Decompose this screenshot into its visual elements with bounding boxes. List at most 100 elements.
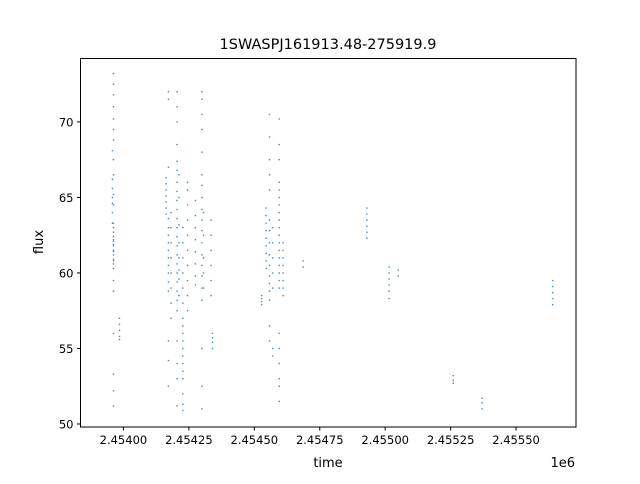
data-point bbox=[201, 264, 203, 267]
data-point bbox=[278, 332, 280, 335]
data-point bbox=[112, 267, 115, 270]
data-point bbox=[170, 302, 172, 304]
data-point bbox=[186, 219, 189, 221]
data-point bbox=[201, 347, 203, 350]
data-point bbox=[265, 237, 267, 240]
data-point bbox=[278, 189, 280, 191]
data-point bbox=[278, 400, 280, 403]
data-point bbox=[282, 272, 284, 274]
data-point bbox=[278, 257, 280, 259]
data-point bbox=[202, 257, 205, 259]
data-point bbox=[170, 317, 172, 320]
data-point bbox=[268, 113, 271, 116]
data-point bbox=[178, 269, 180, 271]
data-point bbox=[186, 279, 189, 282]
data-point bbox=[176, 90, 178, 93]
data-point bbox=[111, 211, 114, 214]
data-point bbox=[167, 290, 170, 292]
data-point bbox=[268, 136, 271, 138]
data-point bbox=[167, 359, 170, 362]
data-point bbox=[201, 241, 203, 244]
data-point bbox=[176, 169, 178, 172]
y-tick-label: 50 bbox=[59, 417, 74, 431]
data-point bbox=[182, 332, 184, 335]
x-tick-label: 2.45450 bbox=[231, 433, 279, 447]
x-tick-label: 2.45400 bbox=[100, 433, 148, 447]
data-point bbox=[112, 238, 115, 241]
points-layer bbox=[111, 72, 554, 412]
data-point bbox=[201, 219, 203, 221]
x-tick-label: 2.45475 bbox=[296, 433, 344, 447]
data-point bbox=[112, 193, 115, 196]
data-point bbox=[551, 291, 554, 294]
data-point bbox=[165, 213, 167, 215]
data-point bbox=[176, 290, 178, 292]
data-point bbox=[388, 290, 390, 292]
data-point bbox=[282, 264, 284, 267]
data-point bbox=[278, 241, 280, 244]
data-point bbox=[167, 226, 170, 229]
data-point bbox=[265, 244, 267, 247]
data-point bbox=[111, 178, 114, 181]
data-point bbox=[118, 317, 121, 320]
data-point bbox=[176, 340, 178, 342]
data-point bbox=[112, 254, 115, 256]
data-point bbox=[210, 264, 212, 267]
data-point bbox=[112, 405, 115, 407]
data-point bbox=[167, 166, 170, 169]
data-point bbox=[170, 257, 172, 259]
data-point bbox=[278, 158, 280, 161]
x-tick-label: 2.45550 bbox=[492, 433, 540, 447]
data-point bbox=[388, 266, 390, 268]
data-point bbox=[176, 199, 178, 202]
data-point bbox=[178, 196, 180, 199]
y-tick-label: 70 bbox=[59, 115, 74, 129]
data-point bbox=[201, 90, 203, 93]
data-point bbox=[260, 303, 263, 306]
data-point bbox=[271, 347, 274, 350]
data-point bbox=[178, 241, 180, 244]
data-point bbox=[210, 234, 212, 236]
data-point bbox=[112, 231, 115, 233]
data-point bbox=[278, 181, 280, 184]
data-point bbox=[282, 279, 284, 282]
data-point bbox=[268, 219, 271, 221]
data-point bbox=[211, 347, 214, 350]
data-point bbox=[452, 379, 455, 381]
data-point bbox=[278, 226, 280, 229]
data-point bbox=[182, 325, 184, 327]
data-point bbox=[271, 355, 274, 357]
data-point bbox=[186, 181, 189, 184]
data-point bbox=[278, 272, 280, 274]
data-point bbox=[170, 287, 172, 289]
data-point bbox=[278, 196, 280, 199]
data-point bbox=[182, 403, 184, 406]
data-point bbox=[182, 241, 184, 244]
data-point bbox=[167, 241, 170, 244]
data-point bbox=[112, 222, 115, 224]
y-tick-label: 55 bbox=[59, 342, 74, 356]
data-point bbox=[551, 297, 554, 300]
y-axis: 50 55 60 65 70 bbox=[59, 115, 81, 431]
data-point bbox=[176, 160, 178, 162]
data-point bbox=[201, 275, 203, 277]
data-point bbox=[366, 237, 368, 240]
data-point bbox=[397, 269, 400, 271]
data-point bbox=[111, 202, 114, 205]
data-point bbox=[112, 72, 115, 75]
data-point bbox=[112, 139, 115, 141]
data-point bbox=[176, 272, 178, 274]
data-point bbox=[201, 299, 203, 301]
x-tick-label: 2.45500 bbox=[361, 433, 409, 447]
data-point bbox=[178, 294, 180, 297]
data-point bbox=[201, 408, 203, 410]
data-point bbox=[176, 244, 178, 247]
data-point bbox=[211, 332, 214, 335]
data-point bbox=[201, 98, 203, 101]
data-point bbox=[182, 377, 184, 380]
data-point bbox=[302, 266, 305, 268]
data-point bbox=[278, 249, 280, 252]
data-point bbox=[182, 355, 184, 357]
data-point bbox=[182, 226, 184, 229]
